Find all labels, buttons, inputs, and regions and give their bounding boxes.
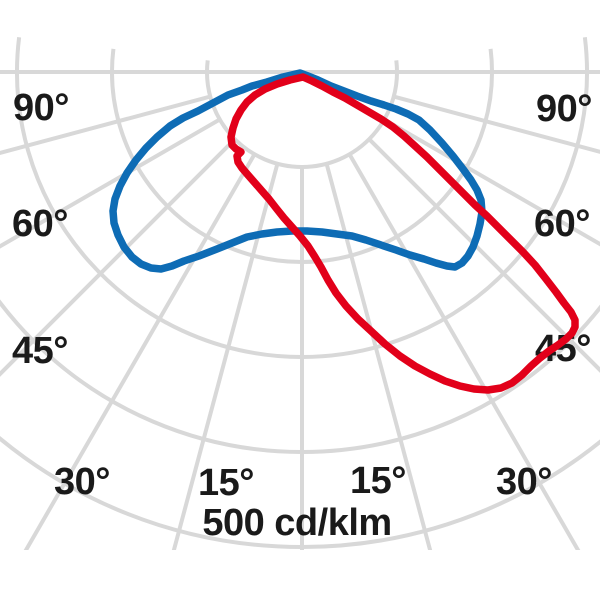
- angle-label-60-left: 60°: [12, 203, 68, 245]
- grid-radial--60deg: [0, 117, 221, 249]
- unit-label: 500 cd/klm: [202, 502, 391, 544]
- grid-radial-45deg: [367, 137, 600, 373]
- angle-label-15-right: 15°: [350, 460, 406, 502]
- grid-radial-30deg: [347, 153, 581, 550]
- grid-radial-75deg: [393, 94, 600, 154]
- angle-label-30-left: 30°: [54, 461, 110, 503]
- grid-radial--75deg: [0, 94, 211, 155]
- angle-label-90-right: 90°: [536, 88, 592, 130]
- angle-labels: 90° 90° 60° 60° 45° 45° 30° 30° 15° 15°500 cd/klm: [12, 87, 592, 544]
- grid-radial--30deg: [23, 153, 257, 550]
- angle-label-60-right: 60°: [534, 203, 590, 245]
- angle-label-90-left: 90°: [13, 87, 69, 129]
- curve-blue: [109, 69, 486, 273]
- curve-red: [227, 73, 579, 394]
- grid-radial--45deg: [0, 137, 237, 377]
- polar-grid: [0, 37, 600, 550]
- angle-label-15-left: 15°: [198, 462, 254, 504]
- intensity-curves: [109, 69, 579, 394]
- angle-label-45-left: 45°: [12, 330, 68, 372]
- angle-label-30-right: 30°: [496, 461, 552, 503]
- angle-label-45-right: 45°: [535, 328, 591, 370]
